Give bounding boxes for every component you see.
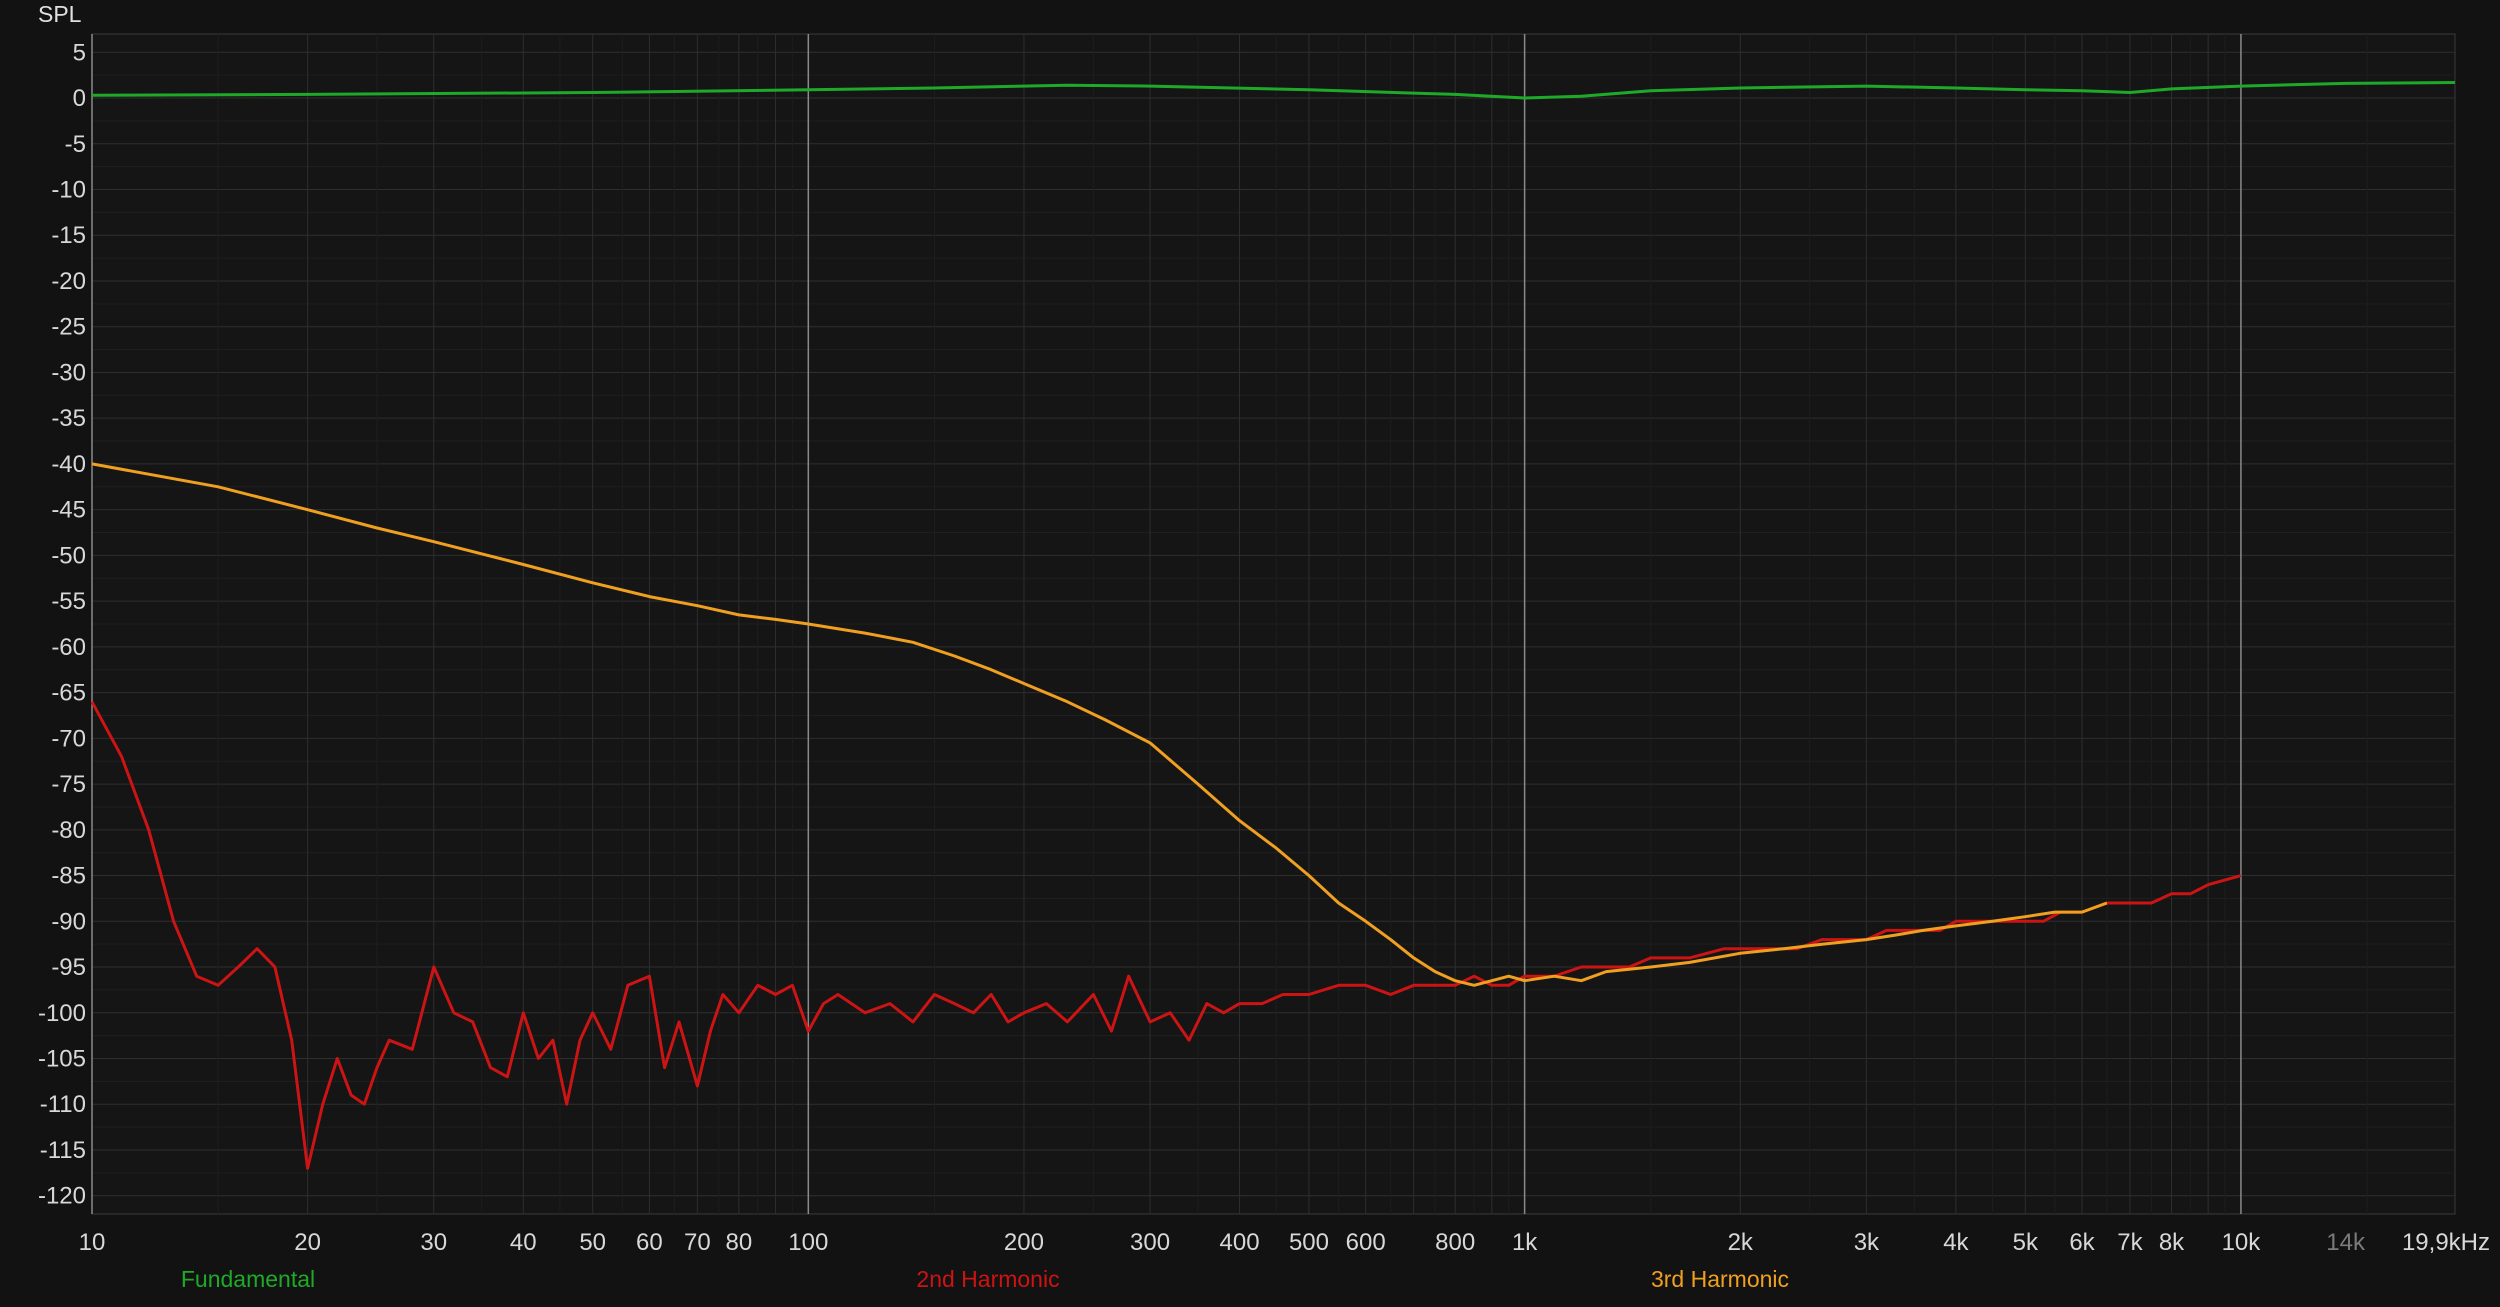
y-tick-label: -10 (51, 177, 86, 204)
y-tick-label: -115 (40, 1137, 86, 1164)
series-line-1 (91, 81, 2456, 100)
y-tick-label: -35 (51, 405, 86, 432)
y-tick-label: -65 (51, 680, 86, 707)
x-tick-label: 2k (1728, 1229, 1754, 1256)
x-tick-label: 60 (636, 1229, 663, 1256)
y-tick-label: -110 (40, 1091, 86, 1118)
x-tick-label: 5k (2013, 1229, 2039, 1256)
x-tick-label: 4k (1943, 1229, 1969, 1256)
y-tick-label: -70 (51, 725, 86, 752)
x-tick-label: 100 (788, 1229, 828, 1256)
x-tick-label: 8k (2159, 1229, 2185, 1256)
grid (91, 34, 2455, 1214)
x-tick-label: 6k (2069, 1229, 2095, 1256)
y-tick-label: -55 (51, 588, 86, 615)
x-axis-ticks: 10 20 30 40 50 60 70 80 100 200 300 400 500 600 800 1k 2… (79, 1229, 2490, 1256)
y-tick-label: -105 (38, 1045, 86, 1072)
y-tick-label: -45 (51, 497, 86, 524)
x-tick-label: 1k (1512, 1229, 1538, 1256)
y-tick-label: -20 (51, 268, 86, 295)
y-tick-label: -90 (51, 908, 86, 935)
y-tick-label: 0 (73, 85, 86, 112)
x-tick-label: 200 (1004, 1229, 1044, 1256)
x-tick-label: 7k (2117, 1229, 2143, 1256)
x-tick-label: 30 (420, 1229, 447, 1256)
x-tick-label: 40 (510, 1229, 537, 1256)
y-tick-label: -5 (65, 131, 86, 158)
x-tick-label: 400 (1220, 1229, 1260, 1256)
x-tick-label: 20 (294, 1229, 321, 1256)
y-tick-label: -30 (51, 359, 86, 386)
x-tick-label: 3k (1854, 1229, 1880, 1256)
x-tick-label: 800 (1435, 1229, 1475, 1256)
y-tick-label: -50 (51, 542, 86, 569)
x-tick-label: 10 (79, 1229, 106, 1256)
x-tick-label: 19,9kHz (2402, 1229, 2490, 1256)
y-tick-label: -80 (51, 817, 86, 844)
y-axis-ticks: 5 0 -5 -10 -15 -20 -25 -30 -35 -40 -45 -50 -55 -60 -65… (38, 39, 86, 1209)
x-tick-label: 14k (2326, 1229, 2366, 1256)
y-tick-label: -75 (51, 771, 86, 798)
legend-entry: 3rd Harmonic (1651, 1266, 1789, 1292)
legend: Fundamental 2nd Harmonic 3rd Harmonic (181, 1266, 1789, 1292)
y-tick-label: -120 (38, 1183, 86, 1210)
y-tick-label: -60 (51, 634, 86, 661)
legend-entry: 2nd Harmonic (916, 1266, 1059, 1292)
x-tick-label: 500 (1289, 1229, 1329, 1256)
x-tick-label: 50 (579, 1229, 606, 1256)
x-tick-label: 80 (726, 1229, 753, 1256)
x-tick-label: 600 (1346, 1229, 1386, 1256)
x-tick-label: 70 (684, 1229, 711, 1256)
y-tick-label: -25 (51, 314, 86, 341)
y-tick-label: -85 (51, 863, 86, 890)
y-tick-label: -40 (51, 451, 86, 478)
legend-entry: Fundamental (181, 1266, 315, 1292)
y-tick-label: -100 (38, 1000, 86, 1027)
series-line-3 (91, 462, 2108, 987)
x-tick-label: 10k (2222, 1229, 2262, 1256)
x-tick-label: 300 (1130, 1229, 1170, 1256)
y-axis-label: SPL (38, 1, 82, 27)
series-lines (90, 81, 2456, 1170)
y-tick-label: -95 (51, 954, 86, 981)
y-tick-label: 5 (73, 39, 86, 66)
y-tick-label: -15 (51, 222, 86, 249)
